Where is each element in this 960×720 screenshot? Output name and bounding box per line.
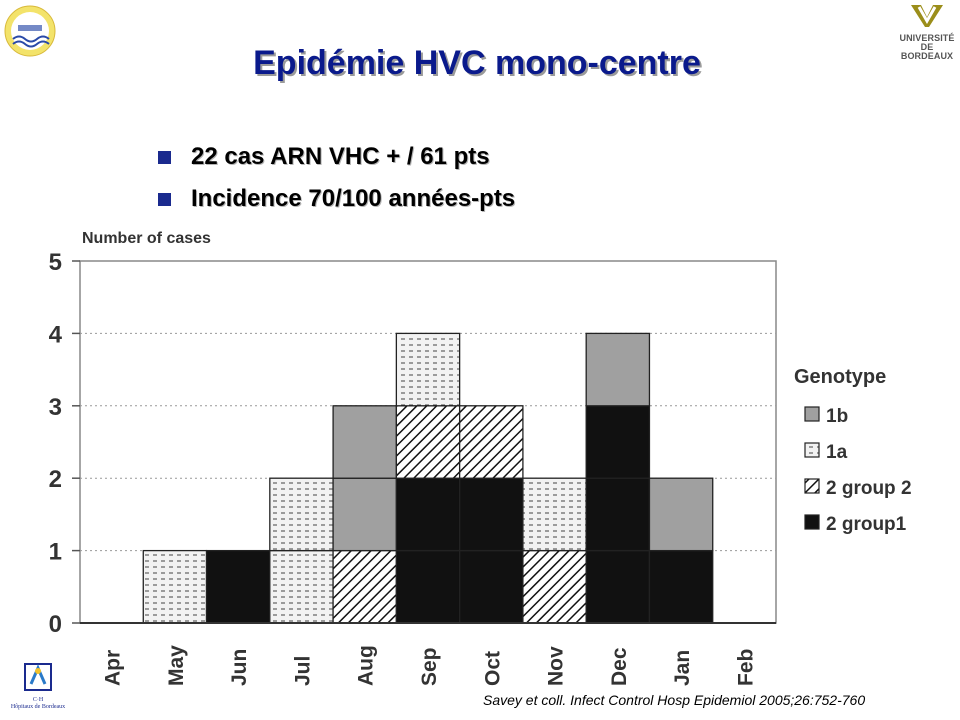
bar-segment-2-group1	[395, 549, 461, 624]
ub-emblem-icon	[911, 5, 943, 27]
chart-legend: 1b 1a 2 group 2 2 group1	[804, 406, 912, 535]
slide-title: Epidémie HVC mono-centre	[253, 44, 701, 82]
bar-segment-2-group1	[395, 477, 461, 552]
legend-swatch	[804, 478, 820, 494]
x-tick-label: Jul	[291, 656, 314, 686]
bar-segment-1a	[269, 549, 334, 624]
universite-de-bordeaux-logo: UNIVERSITÉ DE BORDEAUX	[896, 3, 958, 61]
bar-segment-1a	[269, 477, 334, 552]
bar-segment-1b	[332, 405, 398, 479]
x-tick-label: May	[165, 645, 188, 686]
bullet-item: Incidence 70/100 années-pts	[158, 178, 515, 220]
legend-label: 1a	[826, 442, 848, 463]
x-tick-label: Jan	[671, 650, 694, 686]
bullet-text: Incidence 70/100 années-pts	[191, 185, 516, 212]
bar-segment-2-group1	[585, 477, 651, 552]
ub-logo-line-2: BORDEAUX	[900, 51, 954, 61]
chu-logo-line-2: Hôpitaux de Bordeaux	[10, 704, 66, 710]
bar-segment-2-group1	[458, 549, 524, 624]
bullet-item: 22 cas ARN VHC + / 61 pts	[158, 136, 515, 178]
bar-segment-2-group1	[648, 549, 714, 624]
chu-bordeaux-logo: C·H Hôpitaux de Bordeaux	[8, 662, 68, 711]
x-tick-label: Jun	[228, 649, 251, 686]
bullet-list: 22 cas ARN VHC + / 61 pts Incidence 70/1…	[158, 136, 515, 220]
bullet-text: 22 cas ARN VHC + / 61 pts	[191, 143, 490, 170]
x-tick-label: Oct	[481, 651, 504, 686]
bar-segment-2-group-2	[458, 405, 524, 479]
bar-segment-1b	[332, 477, 398, 552]
y-tick-label: 3	[49, 394, 62, 421]
bar-segment-1a	[142, 549, 208, 624]
square-bullet-icon	[158, 192, 171, 206]
bar-segment-2-group1	[458, 477, 524, 552]
bar-segment-1b	[648, 477, 714, 552]
x-tick-label: Dec	[608, 647, 631, 686]
bar-segment-1b	[585, 332, 651, 407]
bar-segment-1a	[395, 332, 461, 407]
y-tick-label: 4	[49, 321, 63, 348]
legend-title: Genotype	[794, 366, 886, 388]
x-tick-label: Apr	[102, 650, 125, 686]
legend-label: 1b	[826, 406, 848, 427]
bar-segment-2-group-2	[395, 405, 461, 479]
y-tick-label: 5	[49, 249, 62, 276]
bar-segment-2-group1	[585, 549, 651, 624]
university-bordeaux2-logo	[4, 3, 56, 64]
y-tick-label: 0	[49, 611, 62, 638]
x-tick-label: Sep	[418, 647, 441, 686]
x-tick-label: Nov	[545, 646, 568, 686]
bar-segment-2-group1	[205, 549, 271, 624]
y-tick-label: 2	[49, 466, 62, 493]
x-tick-label: Feb	[734, 649, 757, 686]
legend-label: 2 group 2	[826, 478, 912, 499]
bar-segment-2-group1	[585, 405, 651, 479]
ub-logo-line-1: UNIVERSITÉ DE	[899, 33, 955, 52]
y-axis-label: Number of cases	[82, 230, 211, 247]
chu-emblem-icon	[24, 663, 52, 691]
bar-segment-2-group-2	[522, 549, 587, 624]
legend-swatch	[804, 442, 820, 458]
square-bullet-icon	[158, 150, 171, 164]
chu-logo-line-1: C·H	[32, 697, 44, 703]
y-tick-label: 1	[49, 539, 62, 566]
bar-segment-2-group-2	[332, 549, 398, 624]
legend-swatch	[804, 406, 820, 422]
bar-segment-1a	[522, 477, 587, 552]
x-tick-label: Aug	[355, 645, 378, 686]
legend-label: 2 group1	[826, 514, 907, 535]
legend-swatch	[804, 514, 820, 530]
citation: Savey et coll. Infect Control Hosp Epide…	[483, 692, 866, 708]
